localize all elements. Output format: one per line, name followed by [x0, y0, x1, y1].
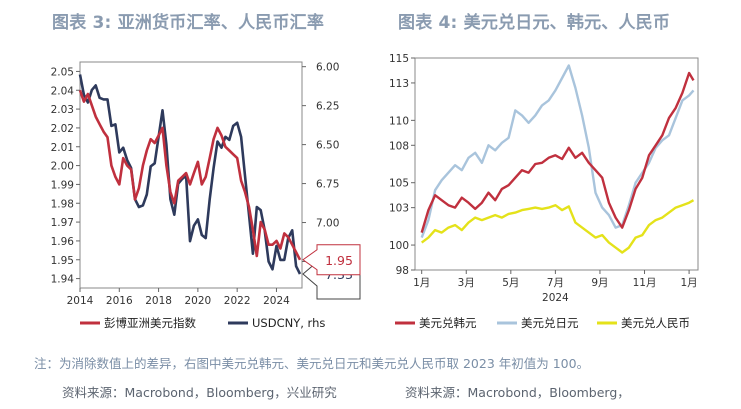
right-y-tick-label: 7.00 [316, 218, 339, 230]
right-y-tick-label: 6.25 [316, 101, 339, 113]
right-chart-y-tick-label: 108 [389, 140, 409, 152]
left-x-tick-label: 2020 [185, 295, 212, 307]
left-chart-title: 图表 3: 亚洲货币汇率、人民币汇率 [52, 13, 325, 33]
left-x-tick-label: 2014 [67, 295, 94, 307]
right-chart-x-tick-label: 7月 [547, 277, 564, 289]
left-source: 资料来源：Macrobond，Bloomberg，兴业研究 [62, 385, 337, 400]
left-y-tick-label: 1.99 [51, 179, 74, 191]
right-chart-y-tick-label: 115 [389, 53, 409, 65]
right-chart-year-label: 2024 [542, 292, 569, 304]
left-x-tick-label: 2016 [106, 295, 133, 307]
right-plot-frame [414, 57, 699, 271]
right-chart-x-tick-label: 3月 [458, 277, 475, 289]
legend-label-usdcny: USDCNY, rhs [252, 316, 325, 330]
left-plot-frame [79, 61, 303, 289]
left-y-tick-label: 1.96 [51, 236, 75, 248]
series-usdjpy-line [420, 64, 695, 239]
left-y-tick-label: 2.01 [51, 142, 74, 154]
legend-label-asia-index: 彭博亚洲美元指数 [104, 316, 196, 330]
left-x-tick-label: 2024 [263, 295, 290, 307]
left-y-tick-label: 2.04 [51, 85, 75, 97]
right-chart-x-tick-label: 11月 [633, 277, 657, 289]
asia-index-end-callout [302, 244, 361, 276]
left-x-tick-label: 2022 [224, 295, 251, 307]
left-x-tick-label: 2018 [145, 295, 172, 307]
left-y-tick-label: 1.94 [51, 274, 75, 286]
asia-index-end-label: 1.95 [325, 253, 353, 268]
right-chart-x-tick-label: 1月 [413, 277, 430, 289]
left-y-tick-label: 1.98 [51, 198, 74, 210]
right-chart-y-tick-label: 105 [389, 178, 409, 190]
right-chart-y-tick-label: 98 [396, 265, 409, 277]
left-y-tick-label: 2.02 [51, 123, 74, 135]
left-y-tick-label: 1.97 [51, 217, 74, 229]
series-usdkrw-line [420, 71, 695, 233]
left-y-tick-label: 2.00 [51, 161, 74, 173]
right-chart-y-tick-label: 100 [389, 240, 409, 252]
right-chart-x-tick-label: 5月 [502, 277, 519, 289]
right-source: 资料来源：Macrobond，Bloomberg， [405, 385, 630, 400]
right-chart-x-tick-label: 9月 [591, 277, 608, 289]
left-y-tick-label: 1.95 [51, 255, 74, 267]
left-y-tick-label: 2.05 [51, 66, 74, 78]
footnote: 注：为消除数值上的差异，右图中美元兑韩元、美元兑日元和美元兑人民币取 2023 … [34, 356, 590, 371]
right-chart-x-tick-label: 1月 [680, 277, 697, 289]
legend-label-usdjpy: 美元兑日元 [521, 316, 579, 330]
right-chart-y-tick-label: 110 [389, 115, 409, 127]
legend-label-usdcny-index: 美元兑人民币 [621, 316, 690, 330]
right-chart-y-tick-label: 103 [389, 203, 409, 215]
left-y-tick-label: 2.03 [51, 104, 74, 116]
right-chart-title: 图表 4: 美元兑日元、韩元、人民币 [398, 13, 671, 33]
series-usdcny-line [78, 74, 302, 275]
right-y-tick-label: 6.50 [316, 140, 339, 152]
right-y-tick-label: 6.75 [316, 179, 339, 191]
series-asia-dollar-index-line [78, 89, 302, 261]
legend-label-usdkrw: 美元兑韩元 [419, 316, 477, 330]
right-chart-y-tick-label: 113 [389, 78, 409, 90]
series-usdcny-index-line [420, 199, 695, 254]
right-y-tick-label: 6.00 [316, 62, 339, 74]
